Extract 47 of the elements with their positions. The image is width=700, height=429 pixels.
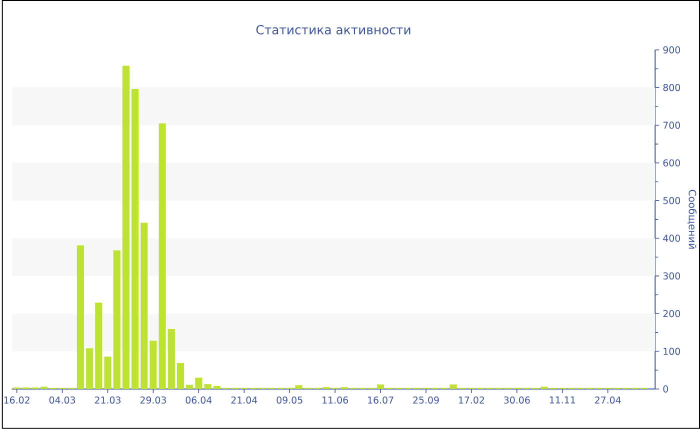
bar: [104, 356, 112, 390]
bar: [40, 386, 48, 390]
x-tick-label: 06.04: [186, 396, 212, 404]
bar: [86, 348, 94, 390]
y-tick-label: 400: [663, 234, 680, 242]
bar: [140, 222, 148, 390]
bar: [213, 386, 220, 390]
x-tick-label: 29.03: [140, 396, 166, 404]
x-tick-label: 11.11: [550, 396, 576, 404]
bar: [158, 123, 166, 390]
y-tick-label: 700: [663, 122, 680, 129]
x-tick-label: 25.09: [413, 396, 439, 404]
x-tick-label: 21.04: [231, 396, 258, 404]
y-tick-label: 800: [663, 84, 680, 92]
y-tick-label: 0: [663, 385, 668, 393]
y-tick-label: 100: [664, 348, 680, 355]
x-tick-label: 17.02: [458, 396, 484, 404]
x-tick-label: 16.07: [368, 396, 394, 404]
x-tick-label: 09.05: [276, 396, 302, 404]
y-tick-label: 200: [663, 310, 680, 318]
x-tick-label: 16.02: [4, 396, 30, 404]
bar: [168, 329, 175, 390]
bar: [450, 384, 457, 390]
x-tick-label: 21.03: [94, 396, 120, 404]
y-tick-label: 300: [663, 272, 680, 280]
bar: [131, 89, 139, 390]
bar: [186, 384, 194, 390]
y-tick-label: 900: [663, 46, 680, 54]
bar: [376, 384, 384, 390]
chart-title: Статистика активности: [256, 25, 410, 34]
y-tick-label: 600: [663, 159, 680, 167]
bar: [176, 363, 184, 390]
bar: [150, 340, 157, 390]
y-tick-label: 500: [663, 197, 680, 204]
bar: [295, 385, 302, 390]
bar: [113, 250, 120, 390]
bar: [76, 245, 84, 390]
bar: [195, 378, 202, 390]
bar: [204, 384, 212, 390]
bar: [95, 302, 102, 390]
y-axis-title: Сообщений: [687, 190, 697, 249]
x-tick-label: 11.06: [322, 396, 348, 404]
x-tick-label: 30.06: [504, 396, 530, 404]
bar: [540, 386, 548, 390]
bar: [122, 66, 130, 390]
x-tick-label: 04.03: [49, 396, 76, 404]
x-tick-label: 27.04: [595, 396, 621, 404]
